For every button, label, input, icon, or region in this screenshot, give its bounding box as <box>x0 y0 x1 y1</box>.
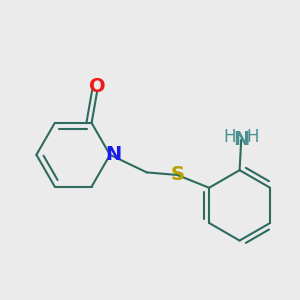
Text: N: N <box>233 130 249 149</box>
Text: H: H <box>224 128 236 146</box>
Text: O: O <box>89 77 106 96</box>
Text: S: S <box>170 166 184 184</box>
Text: H: H <box>246 128 259 146</box>
Text: N: N <box>106 145 122 164</box>
